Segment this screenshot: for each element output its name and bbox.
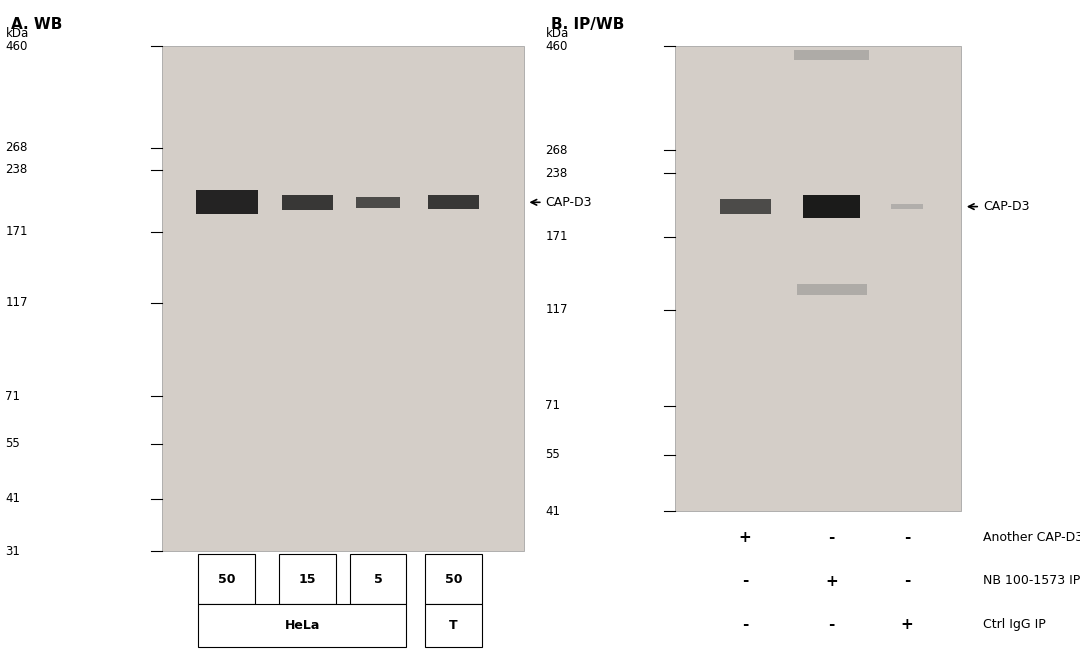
Bar [794,50,869,60]
Text: 55: 55 [5,438,21,450]
Text: Another CAP-D3 IP: Another CAP-D3 IP [983,531,1080,544]
Bar [426,554,482,604]
Text: 5: 5 [374,573,382,586]
Bar [350,554,406,604]
Text: T: T [449,620,458,632]
Bar [891,205,923,209]
Text: 117: 117 [545,303,568,316]
Text: 50: 50 [445,573,462,586]
Bar [428,195,480,209]
Text: 50: 50 [218,573,235,586]
Text: +: + [901,617,914,631]
Text: 460: 460 [5,40,28,53]
Text: HeLa: HeLa [285,620,320,632]
Bar [675,46,961,511]
Text: 71: 71 [5,390,21,402]
Text: 268: 268 [5,141,28,154]
Bar [199,554,255,604]
Text: 238: 238 [545,167,568,180]
Text: NB 100-1573 IP: NB 100-1573 IP [983,574,1080,588]
Bar [195,190,258,214]
Text: 171: 171 [545,230,568,243]
Text: -: - [828,531,835,545]
Text: kDa: kDa [545,27,569,40]
Text: 31: 31 [5,544,21,558]
Bar [426,604,482,647]
Text: CAP-D3: CAP-D3 [545,196,592,208]
Text: 171: 171 [5,225,28,238]
Text: kDa: kDa [5,27,29,40]
Bar [719,199,771,214]
Bar [797,284,866,295]
Text: Ctrl IgG IP: Ctrl IgG IP [983,618,1045,631]
Text: -: - [828,617,835,631]
Text: 117: 117 [5,296,28,309]
Bar [280,554,336,604]
Text: 71: 71 [545,399,561,412]
Bar [199,604,406,647]
Text: -: - [742,617,748,631]
Text: B. IP/WB: B. IP/WB [551,17,624,32]
Text: 460: 460 [545,40,568,53]
Bar [804,195,860,218]
Text: A. WB: A. WB [11,17,63,32]
Text: 55: 55 [545,448,561,461]
Text: +: + [825,574,838,588]
Bar [162,46,524,551]
Text: 238: 238 [5,163,28,176]
Text: 15: 15 [299,573,316,586]
Text: CAP-D3: CAP-D3 [983,200,1029,213]
Text: 41: 41 [545,505,561,518]
Text: 41: 41 [5,492,21,505]
Bar [282,195,334,210]
Text: +: + [739,531,752,545]
Text: -: - [904,531,910,545]
Text: -: - [904,574,910,588]
Text: -: - [742,574,748,588]
Text: 268: 268 [545,144,568,157]
Bar [356,197,400,208]
